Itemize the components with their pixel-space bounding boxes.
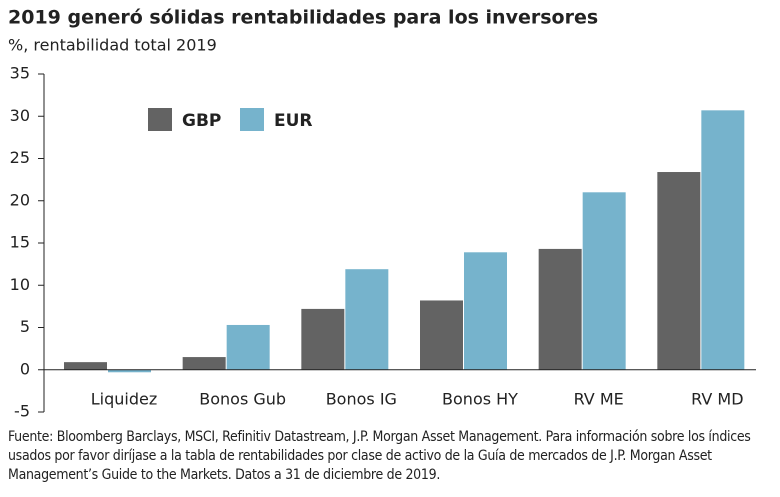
y-tick-label: 25	[10, 148, 30, 167]
bar	[345, 269, 389, 370]
legend-label: EUR	[274, 111, 313, 131]
y-tick-label: 15	[10, 233, 30, 252]
bar	[64, 362, 107, 370]
bar	[701, 110, 745, 370]
bar	[108, 369, 151, 373]
bar	[464, 252, 507, 370]
y-tick-label: -5	[14, 402, 30, 421]
y-tick-label: 35	[10, 64, 30, 83]
legend-swatch	[240, 108, 264, 131]
bar	[538, 248, 582, 370]
x-tick-label: Bonos Gub	[199, 390, 286, 409]
y-tick-label: 10	[10, 275, 30, 294]
x-tick-label: Bonos HY	[442, 390, 518, 409]
y-tick-label: 20	[10, 190, 30, 209]
bar	[301, 308, 345, 370]
y-tick-label: 0	[20, 359, 30, 378]
x-tick-label: Liquidez	[91, 390, 158, 409]
chart: 2019 generó sólidas rentabilidades para …	[8, 7, 756, 421]
bar	[582, 192, 626, 370]
x-tick-label: RV ME	[574, 390, 624, 409]
source-note: Fuente: Bloomberg Barclays, MSCI, Refini…	[8, 429, 751, 483]
bar	[182, 357, 226, 370]
chart-title: 2019 generó sólidas rentabilidades para …	[8, 7, 598, 29]
chart-subtitle: %, rentabilidad total 2019	[8, 36, 217, 55]
y-tick-label: 5	[20, 317, 30, 336]
bar	[657, 172, 701, 370]
bar	[226, 324, 270, 370]
x-tick-label: RV MD	[691, 390, 743, 409]
bar	[420, 300, 463, 370]
y-tick-label: 30	[10, 106, 30, 125]
legend-swatch	[148, 108, 172, 131]
x-tick-label: Bonos IG	[326, 390, 397, 409]
legend-label: GBP	[182, 111, 221, 131]
